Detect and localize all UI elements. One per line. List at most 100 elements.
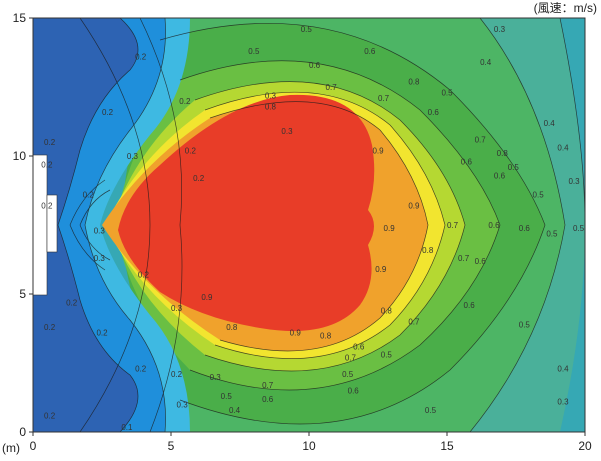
contour-value-label: 0.4 [480, 58, 492, 67]
contour-value-label: 0.9 [201, 293, 213, 302]
contour-value-label: 0.2 [41, 202, 53, 211]
contour-value-label: 0.2 [135, 53, 147, 62]
contour-value-label: 0.6 [488, 221, 500, 230]
contour-value-label: 0.7 [262, 381, 274, 390]
x-tick-label: 0 [30, 439, 37, 453]
contour-lines [57, 18, 585, 432]
contour-value-label: 0.7 [458, 254, 470, 263]
contour-value-label: 0.2 [96, 329, 108, 338]
contour-value-label: 0.8 [265, 102, 277, 111]
contour-value-label: 0.6 [475, 257, 487, 266]
x-tick-label: 15 [440, 439, 454, 453]
y-axis: 0 5 10 15 [13, 11, 33, 439]
y-tick-label: 5 [19, 287, 26, 301]
contour-value-label: 0.2 [102, 108, 114, 117]
contour-value-label: 0.6 [364, 47, 376, 56]
contour-value-label: 0.5 [301, 25, 313, 34]
contour-value-label: 0.6 [464, 301, 476, 310]
contour-value-label: 0.4 [544, 119, 556, 128]
contour-value-label: 0.5 [425, 406, 437, 415]
contour-value-label: 0.2 [135, 365, 147, 374]
contour-value-label: 0.7 [345, 353, 357, 362]
contour-value-label: 0.1 [121, 423, 133, 432]
contour-value-label: 0.2 [44, 411, 56, 420]
band-0.1-left [33, 18, 138, 432]
contour-value-label: 0.2 [44, 323, 56, 332]
contour-value-label: 0.6 [461, 158, 473, 167]
contour-value-label: 0.3 [94, 254, 106, 263]
contour-value-label: 0.2 [44, 138, 56, 147]
contour-value-label: 0.3 [177, 400, 189, 409]
contour-label-layer: 0.30.40.50.50.60.60.70.70.80.60.50.40.20… [41, 25, 584, 432]
contour-value-label: 0.6 [262, 395, 274, 404]
contour-value-label: 0.2 [193, 174, 205, 183]
contour-value-label: 0.5 [381, 351, 393, 360]
contour-value-label: 0.6 [428, 108, 440, 117]
contour-value-label: 0.7 [326, 83, 338, 92]
y-tick-label: 0 [19, 425, 26, 439]
contour-value-label: 0.6 [353, 342, 365, 351]
contour-value-label: 0.2 [171, 370, 183, 379]
x-tick-label: 5 [168, 439, 175, 453]
contour-value-label: 0.2 [41, 160, 53, 169]
x-tick-label: 10 [302, 439, 316, 453]
contour-value-label: 0.3 [171, 304, 183, 313]
contour-value-label: 0.9 [290, 329, 302, 338]
contour-value-label: 0.4 [229, 406, 241, 415]
contour-value-label: 0.8 [422, 246, 434, 255]
y-tick-label: 15 [13, 11, 27, 25]
contour-value-label: 0.6 [348, 387, 360, 396]
contour-value-label: 0.9 [384, 224, 396, 233]
contour-value-label: 0.5 [519, 320, 531, 329]
contour-field [33, 18, 585, 432]
contour-value-label: 0.2 [138, 271, 150, 280]
contour-value-label: 0.3 [494, 25, 506, 34]
contour-value-label: 0.5 [248, 47, 260, 56]
contour-value-label: 0.3 [265, 91, 277, 100]
contour-value-label: 0.9 [372, 146, 384, 155]
contour-value-label: 0.6 [494, 171, 506, 180]
contour-value-label: 0.7 [475, 135, 487, 144]
x-axis: 0 5 10 15 20 [30, 432, 592, 453]
contour-value-label: 0.3 [94, 227, 106, 236]
contour-value-label: 0.2 [66, 298, 78, 307]
band-0.3-left [85, 18, 190, 432]
contour-value-label: 0.3 [557, 398, 569, 407]
contour-value-label: 0.2 [179, 97, 191, 106]
x-tick-label: 20 [578, 439, 592, 453]
contour-value-label: 0.3 [281, 127, 293, 136]
contour-value-label: 0.3 [568, 177, 580, 186]
contour-value-label: 0.4 [557, 365, 569, 374]
contour-value-label: 0.2 [83, 191, 95, 200]
contour-value-label: 0.5 [546, 229, 558, 238]
contour-value-label: 0.5 [533, 191, 545, 200]
contour-value-label: 0.2 [185, 146, 197, 155]
contour-value-label: 0.6 [519, 224, 531, 233]
contour-value-label: 0.9 [408, 202, 420, 211]
y-tick-label: 10 [13, 149, 27, 163]
contour-value-label: 0.5 [573, 224, 585, 233]
contour-value-label: 0.7 [408, 318, 420, 327]
wall-opening-inlet [46, 194, 58, 253]
contour-value-label: 0.8 [381, 307, 393, 316]
contour-value-label: 0.9 [375, 265, 387, 274]
contour-value-label: 0.5 [441, 89, 453, 98]
contour-value-label: 0.4 [557, 144, 569, 153]
contour-value-label: 0.6 [309, 61, 321, 70]
contour-value-label: 0.5 [221, 392, 233, 401]
contour-value-label: 0.5 [342, 370, 354, 379]
contour-value-label: 0.8 [497, 149, 509, 158]
contour-value-label: 0.3 [210, 373, 222, 382]
contour-value-label: 0.7 [378, 94, 390, 103]
contour-value-label: 0.8 [226, 323, 238, 332]
contour-value-label: 0.3 [127, 152, 139, 161]
contour-value-label: 0.8 [408, 77, 420, 86]
contour-value-label: 0.7 [447, 221, 459, 230]
x-unit-label: (m) [2, 441, 20, 455]
contour-value-label: 0.8 [320, 331, 332, 340]
contour-value-label: 0.5 [508, 163, 520, 172]
unit-label: (風速：m/s) [534, 1, 597, 15]
wall-opening-upper [33, 154, 48, 296]
